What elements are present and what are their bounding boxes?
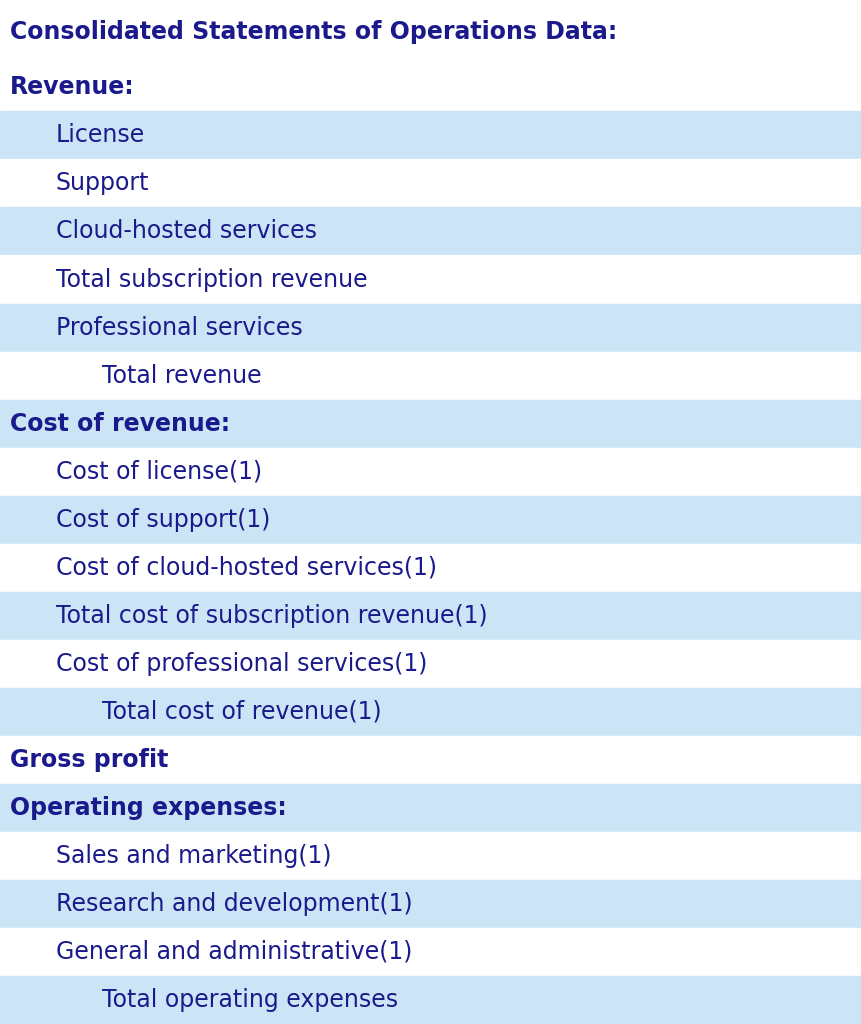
Text: Cost of license(1): Cost of license(1): [56, 460, 262, 483]
Bar: [0, 976, 861, 1024]
Bar: [0, 256, 861, 303]
Text: Total cost of subscription revenue(1): Total cost of subscription revenue(1): [56, 604, 487, 628]
Bar: [0, 399, 861, 447]
Bar: [0, 592, 861, 640]
Text: Cost of support(1): Cost of support(1): [56, 508, 270, 531]
Text: Cost of professional services(1): Cost of professional services(1): [56, 651, 427, 676]
Bar: [0, 63, 861, 112]
Bar: [0, 880, 861, 928]
Bar: [0, 783, 861, 831]
Bar: [0, 831, 861, 880]
Text: Operating expenses:: Operating expenses:: [10, 796, 287, 820]
Text: Cost of revenue:: Cost of revenue:: [10, 412, 231, 435]
Text: Support: Support: [56, 171, 150, 196]
Text: Consolidated Statements of Operations Data:: Consolidated Statements of Operations Da…: [10, 19, 617, 44]
Text: Cost of cloud-hosted services(1): Cost of cloud-hosted services(1): [56, 556, 437, 580]
Bar: [0, 112, 861, 160]
Bar: [0, 736, 861, 783]
Bar: [0, 447, 861, 496]
Bar: [0, 496, 861, 544]
Text: Total cost of revenue(1): Total cost of revenue(1): [102, 699, 381, 724]
Bar: [0, 544, 861, 592]
Bar: [0, 688, 861, 736]
Text: Cloud-hosted services: Cloud-hosted services: [56, 219, 317, 244]
Bar: [0, 351, 861, 399]
Bar: [0, 208, 861, 256]
Bar: [0, 160, 861, 208]
Bar: [0, 640, 861, 688]
Text: Total revenue: Total revenue: [102, 364, 261, 387]
Text: Sales and marketing(1): Sales and marketing(1): [56, 844, 331, 868]
Text: License: License: [56, 124, 146, 147]
Bar: [0, 0, 861, 63]
Bar: [0, 303, 861, 351]
Bar: [0, 928, 861, 976]
Text: Revenue:: Revenue:: [10, 76, 135, 99]
Text: Research and development(1): Research and development(1): [56, 892, 412, 915]
Text: Gross profit: Gross profit: [10, 748, 169, 772]
Text: Total subscription revenue: Total subscription revenue: [56, 267, 368, 292]
Text: Professional services: Professional services: [56, 315, 303, 340]
Text: General and administrative(1): General and administrative(1): [56, 940, 412, 964]
Text: Total operating expenses: Total operating expenses: [102, 988, 398, 1012]
